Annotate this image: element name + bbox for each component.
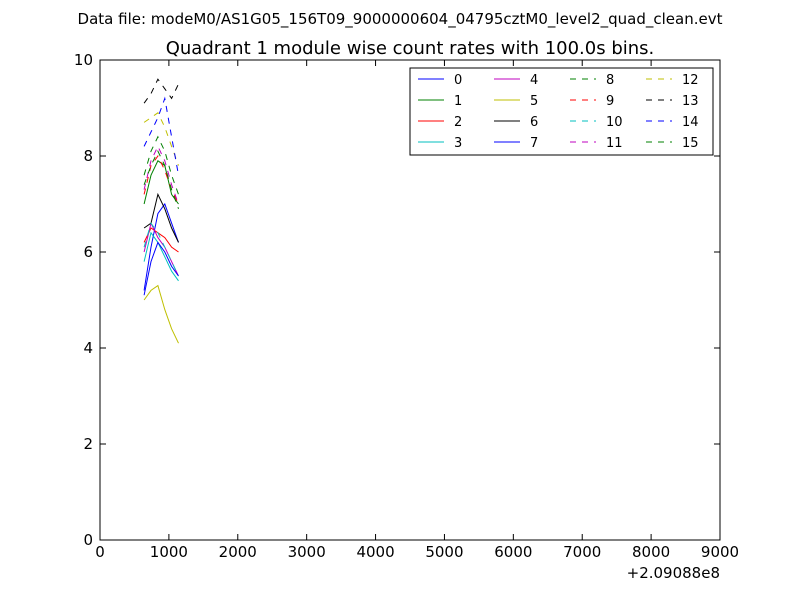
x-tick-label: 2000 (219, 543, 257, 561)
legend-label-6: 6 (530, 115, 538, 130)
legend-box (409, 67, 714, 156)
series-line-8 (143, 135, 179, 195)
x-tick-label: 1000 (150, 543, 188, 561)
series-line-14 (143, 96, 179, 176)
series-line-11 (143, 145, 179, 205)
series-line-7 (143, 241, 179, 296)
series-line-5 (143, 284, 179, 344)
y-tick-label: 0 (83, 531, 93, 549)
x-tick-label: 4000 (356, 543, 394, 561)
series-layer (143, 78, 179, 344)
legend-label-1: 1 (454, 94, 462, 109)
y-tick-label: 2 (83, 435, 93, 453)
y-tick-label: 4 (83, 339, 93, 357)
plot-frame (99, 59, 721, 541)
series-line-4 (143, 221, 179, 277)
legend-label-5: 5 (530, 94, 538, 109)
x-tick-label: 6000 (494, 543, 532, 561)
legend-label-11: 11 (606, 136, 623, 151)
y-tick-label: 6 (83, 243, 93, 261)
legend-label-2: 2 (454, 115, 462, 130)
x-offset-label: +2.09088e8 (627, 564, 720, 582)
x-tick-label: 3000 (288, 543, 326, 561)
series-line-1 (143, 160, 179, 205)
x-tick-label: 0 (95, 543, 105, 561)
series-line-2 (143, 227, 179, 253)
legend-label-0: 0 (454, 73, 462, 88)
legend-label-12: 12 (682, 73, 699, 88)
y-tick-label: 8 (83, 147, 93, 165)
series-line-15 (143, 150, 179, 209)
x-tick-label: 5000 (425, 543, 463, 561)
legend-label-10: 10 (606, 115, 623, 130)
legend-label-14: 14 (682, 115, 699, 130)
series-line-6 (143, 192, 179, 243)
x-tick-label: 8000 (632, 543, 670, 561)
series-line-13 (143, 78, 179, 104)
data-file-label: Data file: modeM0/AS1G05_156T09_90000006… (78, 10, 723, 29)
legend-label-15: 15 (682, 136, 699, 151)
legend-label-4: 4 (530, 73, 538, 88)
series-line-9 (143, 155, 179, 205)
series-line-3 (143, 231, 179, 282)
series-line-12 (143, 112, 179, 166)
axis-ticks: 0 1000 2000 3000 4000 5000 6000 7000 8000 9000 0 2 4… (74, 51, 739, 561)
chart-title: Quadrant 1 module wise count rates with … (166, 38, 655, 59)
legend-label-9: 9 (606, 94, 614, 109)
legend-label-13: 13 (682, 94, 699, 109)
legend-label-8: 8 (606, 73, 614, 88)
x-tick-label: 9000 (701, 543, 739, 561)
series-line-0 (143, 202, 179, 291)
legend-label-3: 3 (454, 136, 462, 151)
x-tick-label: 7000 (563, 543, 601, 561)
y-tick-label: 10 (74, 51, 93, 69)
legend-label-7: 7 (530, 136, 538, 151)
